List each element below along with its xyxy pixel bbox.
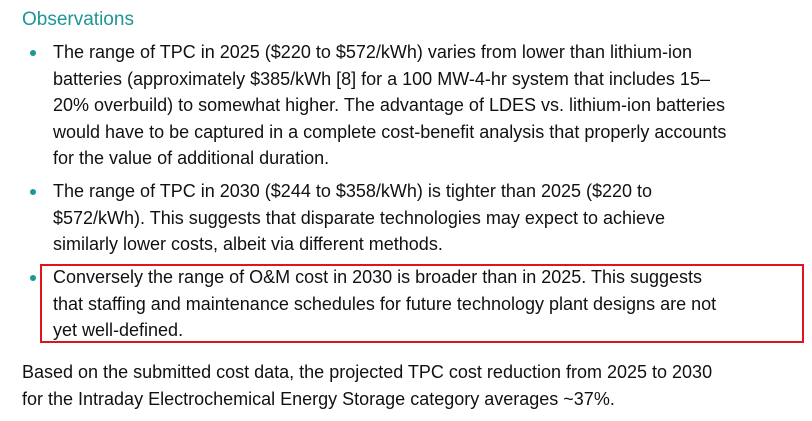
- bullet-dot: [30, 50, 36, 56]
- paragraph-text: for the Intraday Electrochemical Energy …: [22, 388, 615, 409]
- bullet-text: The range of TPC in 2025 ($220 to $572/k…: [53, 42, 692, 62]
- bullet-text: $572/kWh). This suggests that disparate …: [53, 207, 666, 228]
- paragraph-text: Based on the submitted cost data, the pr…: [22, 362, 713, 382]
- bullet-dot: [30, 189, 36, 195]
- bullet-text: yet well-defined.: [53, 320, 184, 340]
- bullet-text: for the value of additional duration.: [53, 148, 330, 168]
- bullet-text: batteries (approximately $385/kWh [8] fo…: [53, 68, 710, 89]
- highlight-box: [40, 264, 804, 343]
- bullet-text: 20% overbuild) to somewhat higher. The a…: [53, 95, 726, 115]
- bullet-text: that staffing and maintenance schedules …: [53, 293, 717, 314]
- bullet-dot: [30, 275, 36, 281]
- section-heading: Observations: [22, 9, 134, 30]
- bullet-text: The range of TPC in 2030 ($244 to $358/k…: [53, 181, 653, 201]
- bullet-text: similarly lower costs, albeit via differ…: [53, 234, 443, 254]
- bullet-text: Conversely the range of O&M cost in 2030…: [53, 267, 703, 287]
- bullet-text: would have to be captured in a complete …: [53, 121, 727, 142]
